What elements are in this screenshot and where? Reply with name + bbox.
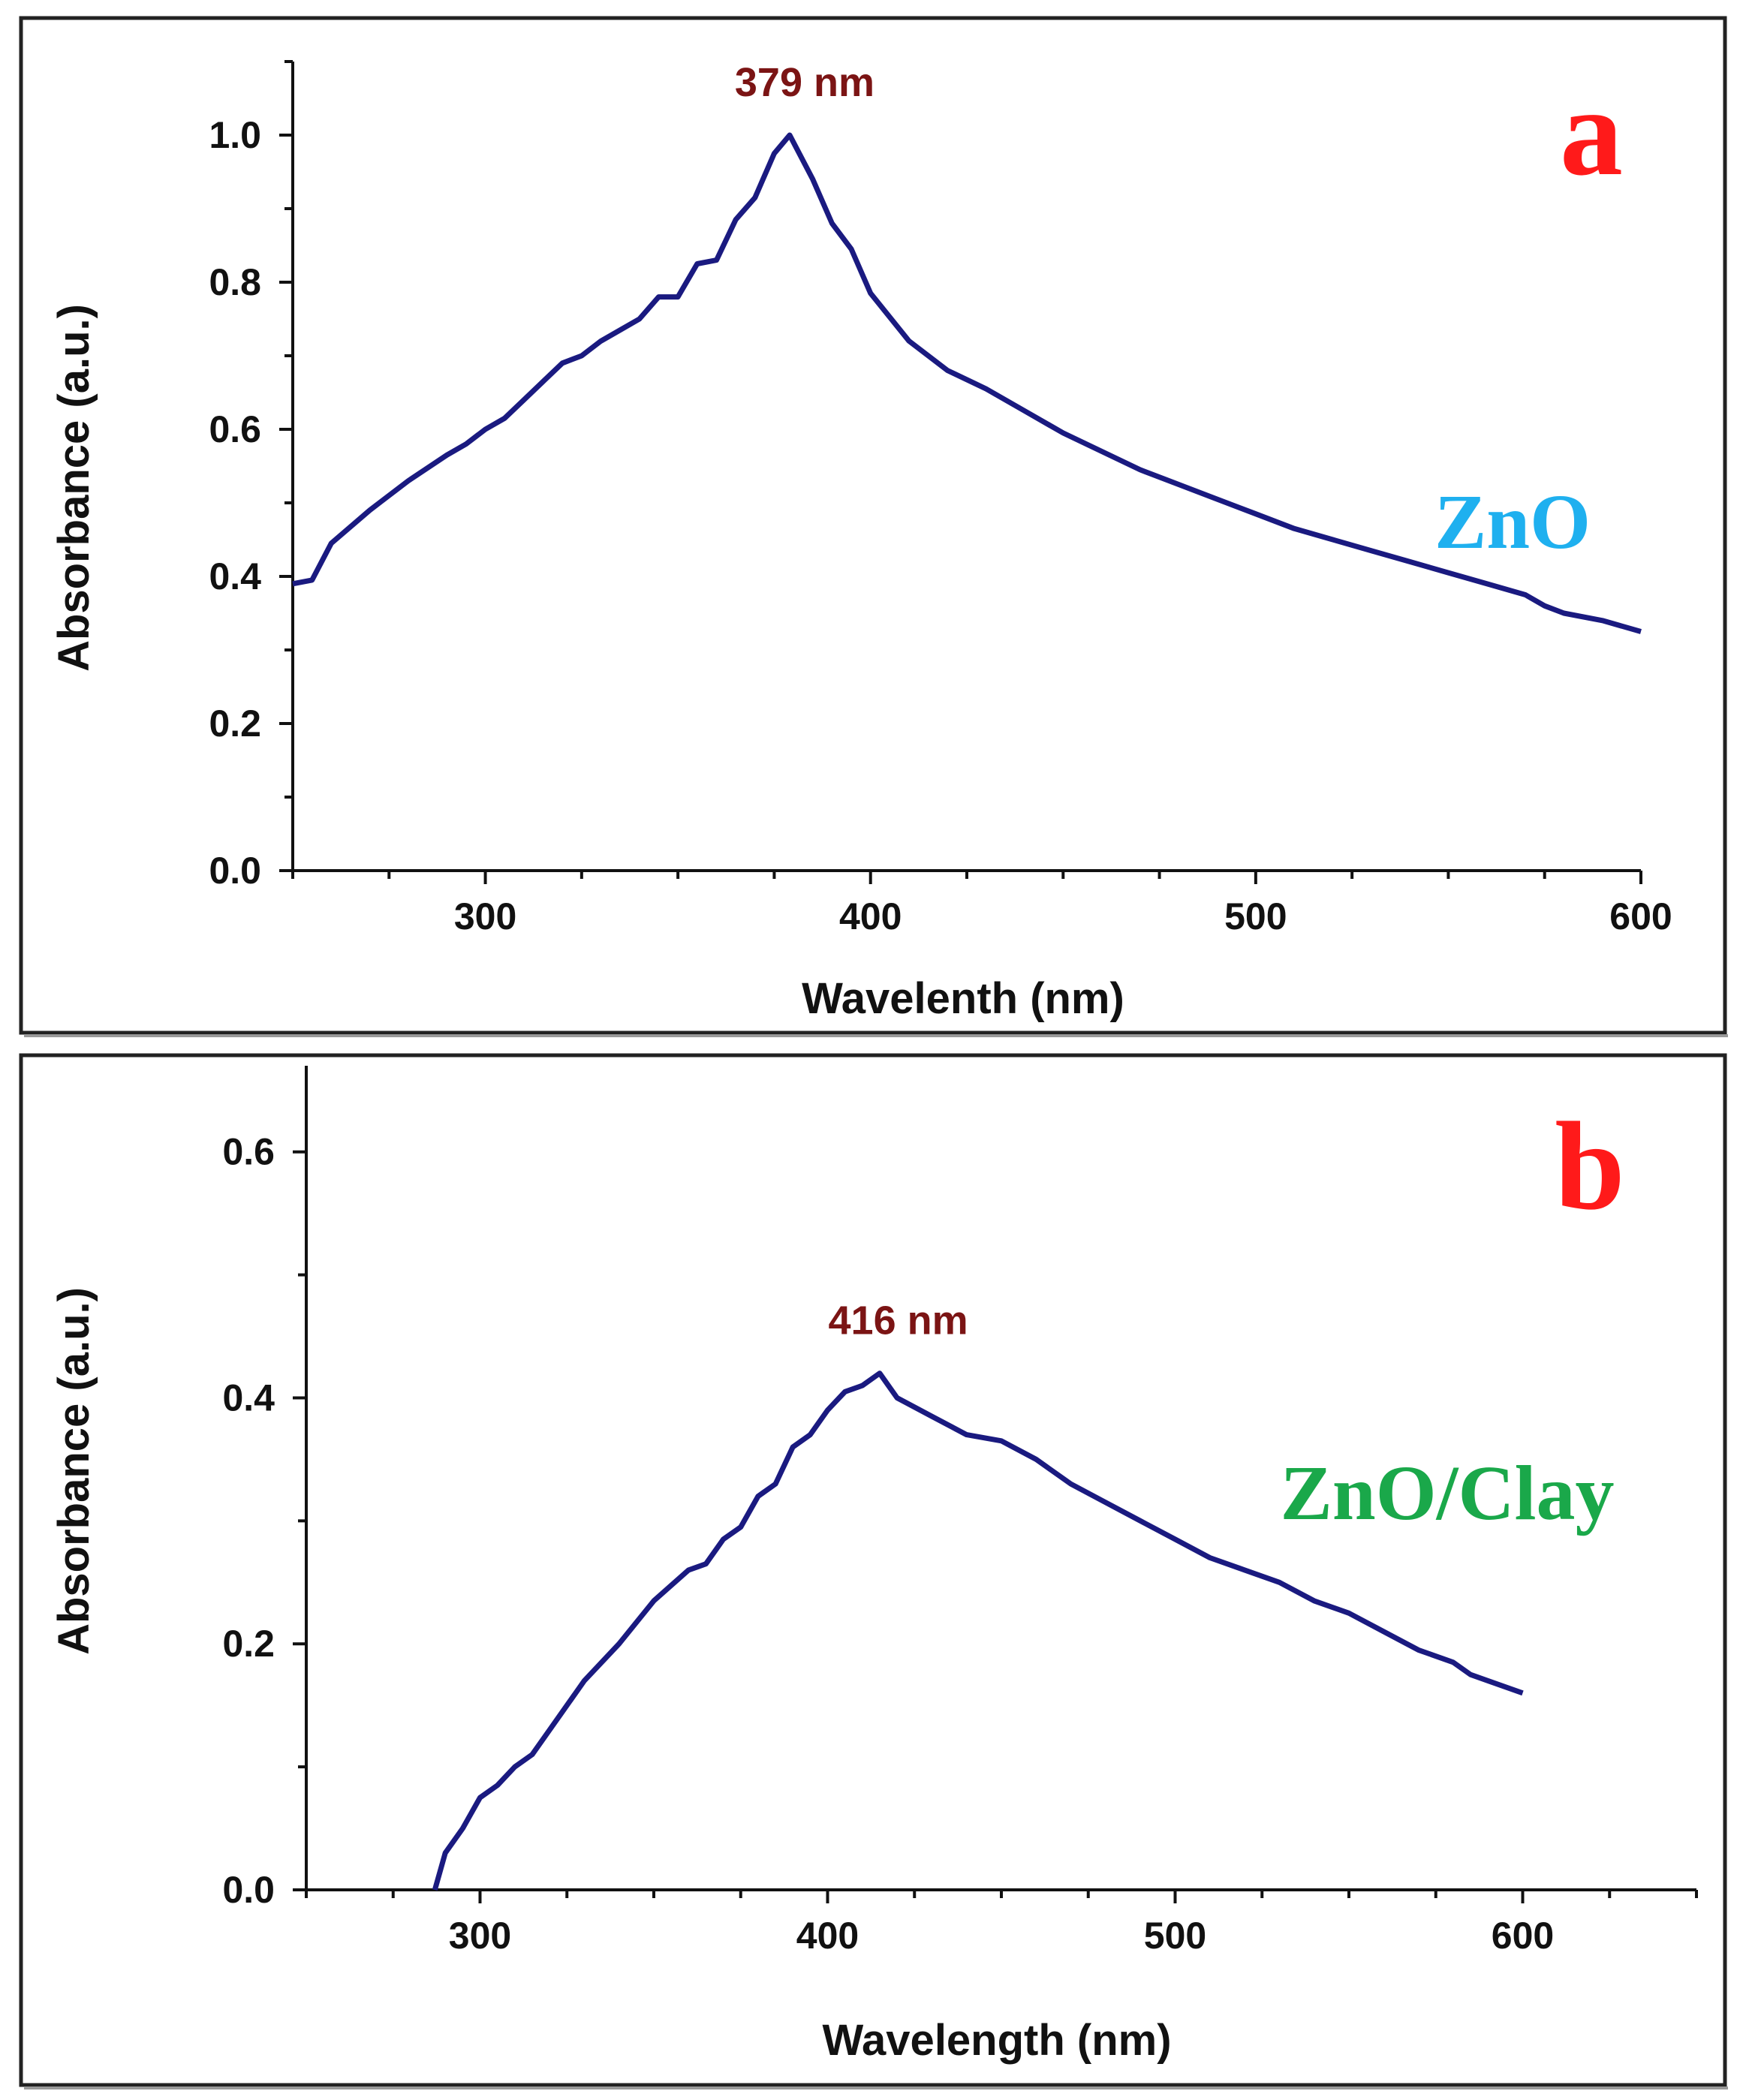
panel-b-letter: b bbox=[1555, 1097, 1624, 1236]
panel-a-y-tick-label: 0.8 bbox=[209, 261, 261, 303]
panel-b-series-label: ZnO/Clay bbox=[1281, 1450, 1615, 1536]
panel-a-y-axis-title: Absorbance (a.u.) bbox=[50, 304, 98, 672]
panel-b-frame bbox=[19, 1053, 1727, 2087]
panel-a-x-tick-label: 500 bbox=[1224, 895, 1287, 937]
panel-a-zno-absorbance-line bbox=[292, 132, 1642, 634]
panel-b-znoclay-absorbance-line bbox=[432, 1370, 1524, 1891]
panel-b-y-tick-label: 0.6 bbox=[222, 1131, 275, 1173]
panel-b-x-tick-label: 400 bbox=[796, 1915, 859, 1957]
panel-a-x-tick-label: 600 bbox=[1609, 895, 1672, 937]
panel-a-axes bbox=[291, 62, 1641, 872]
panel-b: 300 400 500 600 0.0 0.2 0.4 0.6 416 nm b ZnO/Cl… bbox=[19, 1053, 1728, 2089]
panel-a-y-tick-label: 0.2 bbox=[209, 703, 261, 745]
panel-a-peak-label: 379 nm bbox=[735, 60, 875, 105]
panel-a-y-tick-label: 0.6 bbox=[209, 408, 261, 450]
panel-a-letter: a bbox=[1560, 62, 1623, 202]
panel-a-x-tick-label: 300 bbox=[454, 895, 516, 937]
panel-a-y-tick-label: 0.4 bbox=[209, 555, 261, 597]
panel-a-y-tick-label: 1.0 bbox=[209, 114, 261, 156]
panel-b-x-tick-label: 500 bbox=[1144, 1915, 1206, 1957]
panel-b-y-axis-title: Absorbance (a.u.) bbox=[50, 1287, 98, 1655]
panel-a-frame bbox=[19, 16, 1727, 1035]
panel-a-ticks: 300 400 500 600 0.0 0.2 0.4 0.6 0.8 1.0 bbox=[209, 60, 1672, 937]
panel-b-y-tick-label: 0.0 bbox=[222, 1869, 275, 1911]
panel-b-x-tick-label: 600 bbox=[1492, 1915, 1554, 1957]
panel-b-y-tick-label: 0.2 bbox=[222, 1623, 275, 1665]
panel-b-x-axis-title: Wavelength (nm) bbox=[822, 2016, 1171, 2065]
panel-b-ticks: 300 400 500 600 0.0 0.2 0.4 0.6 bbox=[222, 1131, 1698, 1957]
panel-a-x-axis-title: Wavelenth (nm) bbox=[802, 974, 1124, 1023]
panel-a-x-tick-label: 400 bbox=[839, 895, 902, 937]
panel-a-y-tick-label: 0.0 bbox=[209, 850, 261, 892]
panel-b-peak-label: 416 nm bbox=[829, 1298, 968, 1343]
panel-b-x-tick-label: 300 bbox=[449, 1915, 511, 1957]
panel-b-y-tick-label: 0.4 bbox=[222, 1376, 275, 1419]
panel-a-series-label: ZnO bbox=[1434, 479, 1591, 565]
